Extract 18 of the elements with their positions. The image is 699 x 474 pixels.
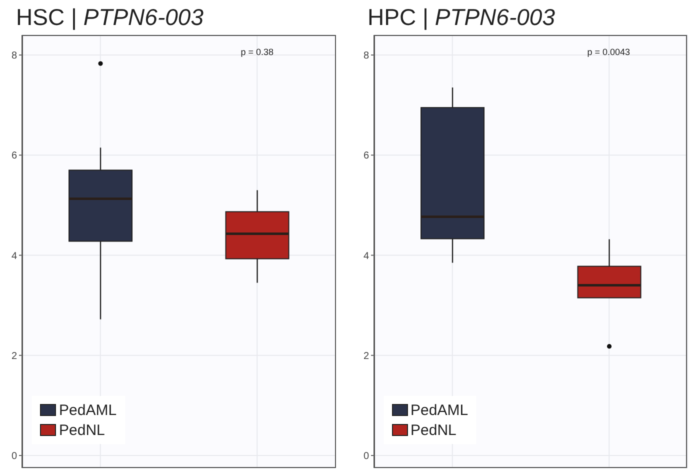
y-tick-label: 0 bbox=[362, 451, 369, 462]
y-tick-label: 6 bbox=[362, 150, 369, 162]
annotation: p = 0.0043 bbox=[587, 47, 630, 57]
legend-label: PedAML bbox=[410, 402, 468, 418]
y-tick-label: 8 bbox=[362, 50, 369, 62]
y-tick-label: 4 bbox=[362, 250, 369, 262]
annotation: p = 0.38 bbox=[240, 47, 274, 57]
legend-label: PedAML bbox=[59, 402, 117, 418]
legend-label: PedNL bbox=[59, 422, 105, 438]
legend-label: PedNL bbox=[410, 422, 456, 438]
y-tick-label: 4 bbox=[11, 250, 18, 262]
y-tick-label: 2 bbox=[11, 350, 18, 362]
y-tick-label: 8 bbox=[11, 50, 18, 62]
chart-title: HSC | PTPN6-003 bbox=[16, 4, 204, 30]
y-tick-label: 0 bbox=[11, 451, 18, 462]
chart-title: HPC | PTPN6-003 bbox=[368, 4, 555, 30]
y-tick-label: 6 bbox=[11, 150, 18, 162]
y-tick-label: 2 bbox=[362, 350, 369, 362]
